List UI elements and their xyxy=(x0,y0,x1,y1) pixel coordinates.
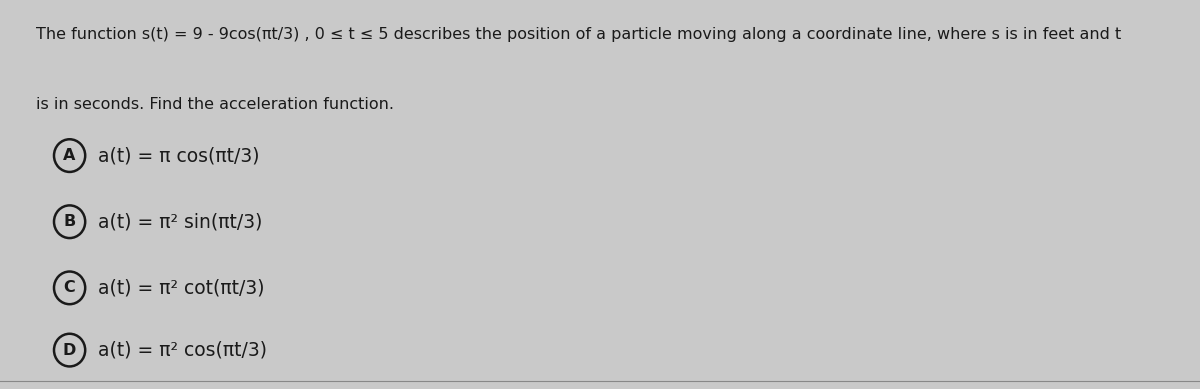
Text: a(t) = π² sin(πt/3): a(t) = π² sin(πt/3) xyxy=(98,212,263,231)
Text: The function s(t) = 9 - 9cos(πt/3) , 0 ≤ t ≤ 5 describes the position of a parti: The function s(t) = 9 - 9cos(πt/3) , 0 ≤… xyxy=(36,27,1121,42)
Text: D: D xyxy=(62,343,77,357)
Text: a(t) = π² cot(πt/3): a(t) = π² cot(πt/3) xyxy=(98,279,265,297)
Text: C: C xyxy=(64,280,76,295)
Text: a(t) = π cos(πt/3): a(t) = π cos(πt/3) xyxy=(98,146,260,165)
Text: B: B xyxy=(64,214,76,229)
Text: A: A xyxy=(64,148,76,163)
Text: is in seconds. Find the acceleration function.: is in seconds. Find the acceleration fun… xyxy=(36,97,394,112)
Text: a(t) = π² cos(πt/3): a(t) = π² cos(πt/3) xyxy=(98,341,268,359)
